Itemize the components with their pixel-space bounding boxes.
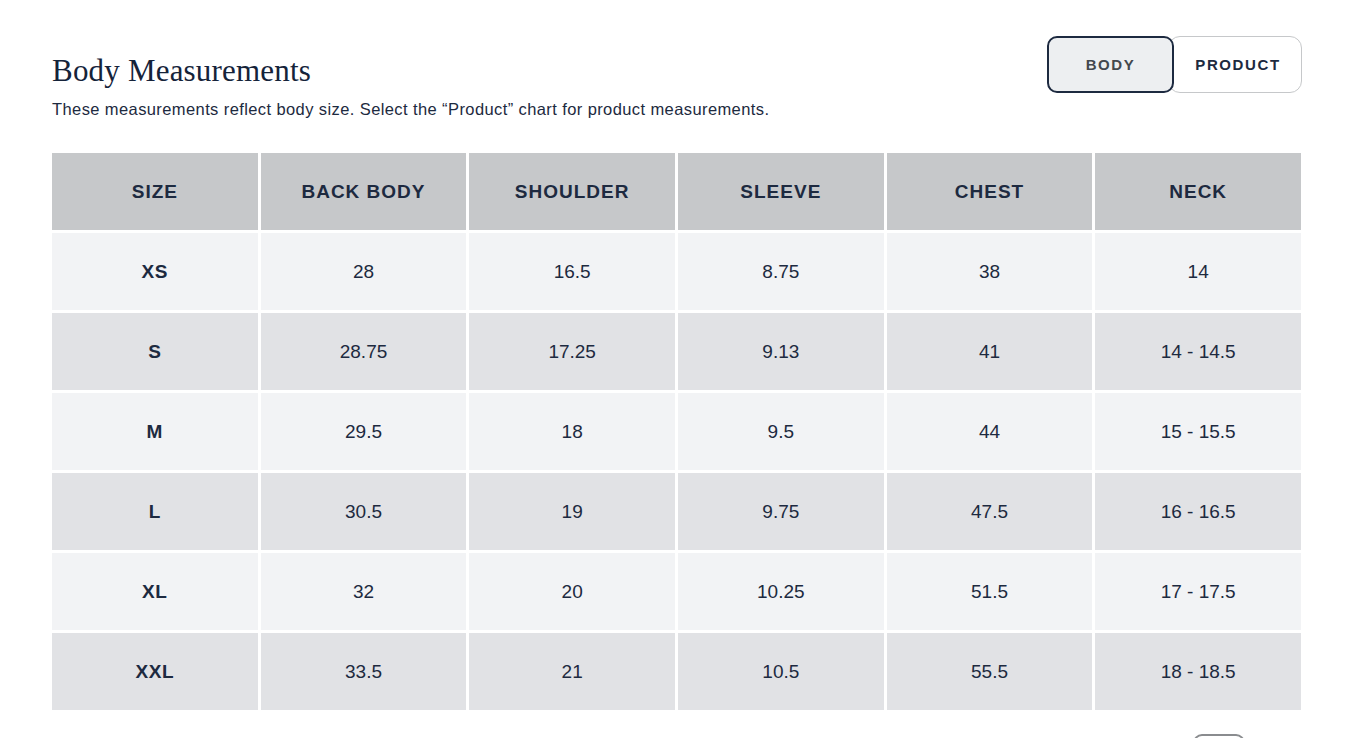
- measurement-cell-xl-back-body: 32: [261, 553, 467, 630]
- partially-visible-pill-button[interactable]: [1193, 734, 1245, 738]
- measurement-cell-m-neck: 15 - 15.5: [1095, 393, 1301, 470]
- header-cell-shoulder: SHOULDER: [469, 153, 675, 230]
- page-subtitle: These measurements reflect body size. Se…: [52, 93, 827, 125]
- measurement-cell-l-shoulder: 19: [469, 473, 675, 550]
- measurements-table: SIZEBACK BODYSHOULDERSLEEVECHESTNECK XS28…: [52, 153, 1301, 710]
- measurement-cell-xxl-shoulder: 21: [469, 633, 675, 710]
- header-cell-sleeve: SLEEVE: [678, 153, 884, 230]
- measurement-cell-xl-sleeve: 10.25: [678, 553, 884, 630]
- page-title: Body Measurements: [52, 53, 311, 89]
- measurement-cell-s-chest: 41: [887, 313, 1093, 390]
- measurement-cell-l-back-body: 30.5: [261, 473, 467, 550]
- measurement-cell-l-chest: 47.5: [887, 473, 1093, 550]
- product-tab-button[interactable]: PRODUCT: [1168, 36, 1302, 93]
- measurement-cell-m-chest: 44: [887, 393, 1093, 470]
- measurement-cell-xs-neck: 14: [1095, 233, 1301, 310]
- measurement-cell-xxl-sleeve: 10.5: [678, 633, 884, 710]
- measurement-cell-m-sleeve: 9.5: [678, 393, 884, 470]
- measurement-cell-xs-shoulder: 16.5: [469, 233, 675, 310]
- measurement-cell-s-neck: 14 - 14.5: [1095, 313, 1301, 390]
- header-cell-size: SIZE: [52, 153, 258, 230]
- measurement-cell-xxl-back-body: 33.5: [261, 633, 467, 710]
- size-cell-s: S: [52, 313, 258, 390]
- header-cell-back-body: BACK BODY: [261, 153, 467, 230]
- measurement-cell-s-sleeve: 9.13: [678, 313, 884, 390]
- measurement-cell-xs-chest: 38: [887, 233, 1093, 310]
- measurement-cell-xxl-neck: 18 - 18.5: [1095, 633, 1301, 710]
- size-cell-xl: XL: [52, 553, 258, 630]
- measurement-cell-xs-back-body: 28: [261, 233, 467, 310]
- measurement-cell-m-shoulder: 18: [469, 393, 675, 470]
- measurement-cell-xl-shoulder: 20: [469, 553, 675, 630]
- size-cell-xs: XS: [52, 233, 258, 310]
- size-cell-xxl: XXL: [52, 633, 258, 710]
- measurement-cell-xl-chest: 51.5: [887, 553, 1093, 630]
- chart-type-toggle: BODY PRODUCT: [1047, 36, 1302, 93]
- header-cell-neck: NECK: [1095, 153, 1301, 230]
- measurement-cell-s-shoulder: 17.25: [469, 313, 675, 390]
- measurement-cell-xxl-chest: 55.5: [887, 633, 1093, 710]
- measurement-cell-xl-neck: 17 - 17.5: [1095, 553, 1301, 630]
- measurement-cell-s-back-body: 28.75: [261, 313, 467, 390]
- measurement-cell-m-back-body: 29.5: [261, 393, 467, 470]
- measurement-cell-l-sleeve: 9.75: [678, 473, 884, 550]
- measurement-cell-l-neck: 16 - 16.5: [1095, 473, 1301, 550]
- measurement-cell-xs-sleeve: 8.75: [678, 233, 884, 310]
- body-tab-button[interactable]: BODY: [1047, 36, 1174, 93]
- size-cell-m: M: [52, 393, 258, 470]
- size-cell-l: L: [52, 473, 258, 550]
- header-cell-chest: CHEST: [887, 153, 1093, 230]
